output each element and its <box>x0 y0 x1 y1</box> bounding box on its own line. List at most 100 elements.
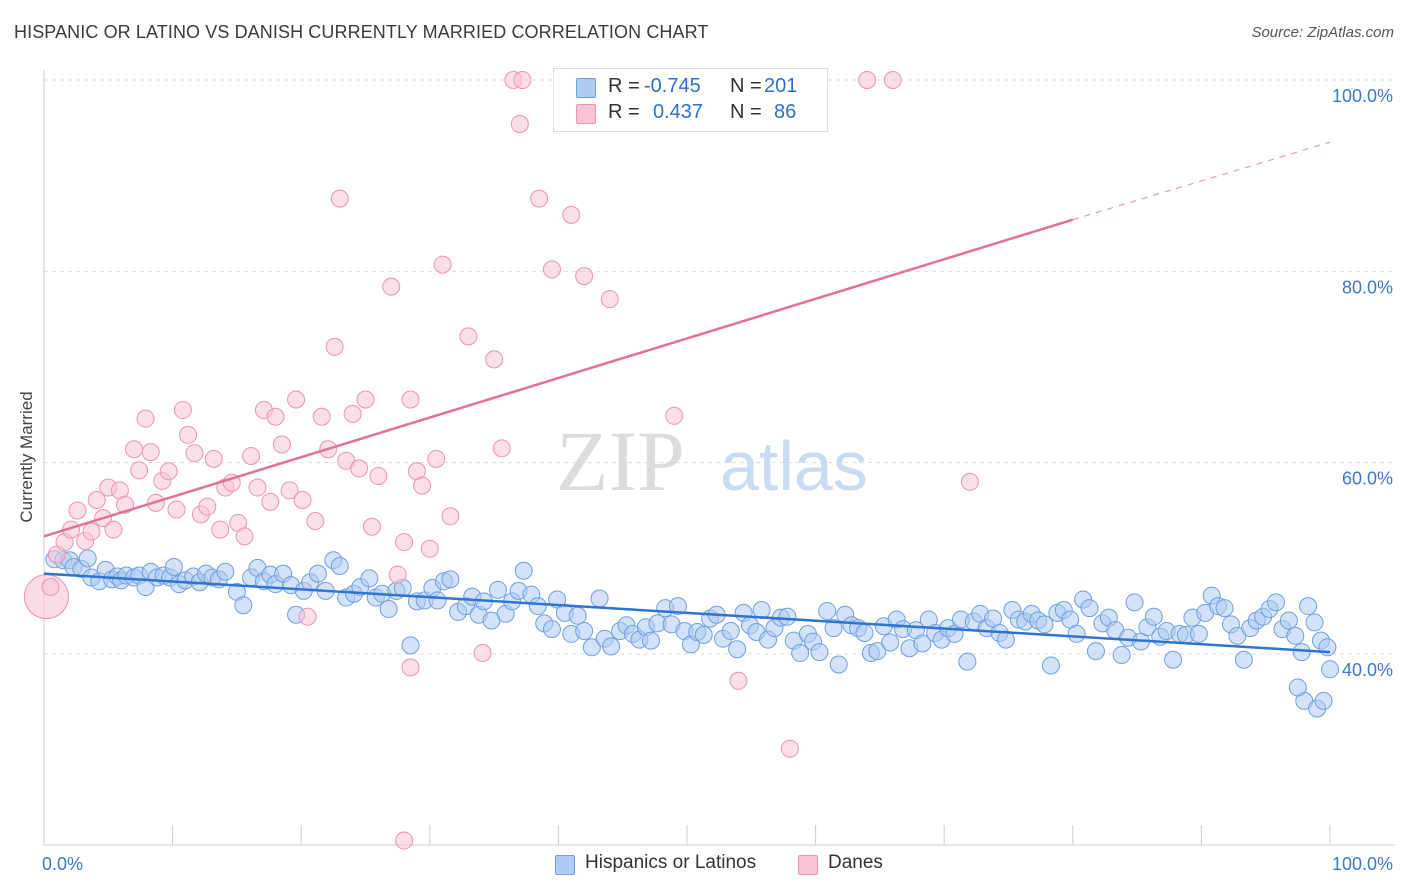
stats-legend: R = -0.745 N = 201 R = 0.437 N = 86 <box>553 68 828 132</box>
data-point-dane <box>780 739 799 758</box>
data-point-dane <box>883 71 902 89</box>
data-point-hispanic <box>1299 597 1318 616</box>
data-point-hispanic <box>694 625 713 644</box>
data-point-hispanic <box>778 607 797 626</box>
data-point-dane <box>413 476 432 495</box>
data-point-hispanic <box>1086 642 1105 661</box>
data-point-hispanic <box>1067 624 1086 643</box>
data-point-hispanic <box>913 634 932 653</box>
data-point-dane <box>858 71 877 89</box>
data-point-hispanic <box>1292 643 1311 662</box>
data-point-dane <box>298 607 317 626</box>
data-point-dane <box>141 443 160 462</box>
data-point-hispanic <box>602 637 621 656</box>
data-point-hispanic <box>1041 656 1060 675</box>
legend-r-value: 0.437 <box>653 101 704 123</box>
data-point-hispanic <box>668 597 687 616</box>
watermark: ZIP atlas <box>556 413 868 509</box>
data-point-dane <box>325 337 344 356</box>
data-point-hispanic <box>401 636 420 655</box>
data-point-hispanic <box>216 562 235 581</box>
y-tick-label: 80.0% <box>1342 277 1393 297</box>
data-point-hispanic <box>360 569 379 588</box>
data-point-dane <box>388 565 407 584</box>
bottom-legend-swatch-blue <box>555 855 575 875</box>
legend-r-label: R = <box>608 101 640 123</box>
data-point-hispanic <box>1279 611 1298 630</box>
legend-swatch-pink <box>576 104 596 124</box>
data-point-hispanic <box>78 549 97 568</box>
data-point-hispanic <box>1318 638 1337 657</box>
data-point-dane <box>82 522 101 541</box>
x-tick-label-max: 100.0% <box>1332 854 1393 874</box>
data-point-dane <box>173 401 192 420</box>
data-point-hispanic <box>855 623 874 642</box>
data-point-hispanic <box>428 591 447 610</box>
data-point-dane <box>530 189 549 208</box>
data-point-hispanic <box>1080 599 1099 618</box>
data-point-hispanic <box>791 644 810 663</box>
legend-r-value: -0.745 <box>644 75 701 97</box>
bottom-legend-label: Hispanics or Latinos <box>585 852 757 873</box>
data-point-dane <box>287 390 306 409</box>
data-point-dane <box>369 467 388 486</box>
data-point-hispanic <box>868 642 887 661</box>
legend-n-value: 201 <box>764 75 798 97</box>
data-point-dane <box>562 205 581 224</box>
data-point-hispanic <box>1266 593 1285 612</box>
data-point-hispanic <box>575 622 594 641</box>
data-point-hispanic <box>1144 607 1163 626</box>
data-point-hispanic <box>1189 624 1208 643</box>
data-point-hispanic <box>881 633 900 652</box>
data-point-hispanic <box>1164 650 1183 669</box>
series-hispanics-points <box>45 549 1339 718</box>
bottom-legend-danes: Danes <box>798 852 883 875</box>
y-tick-label: 60.0% <box>1342 469 1393 489</box>
data-point-hispanic <box>1234 650 1253 669</box>
data-point-hispanic <box>164 557 183 576</box>
legend-n-label: N = <box>730 75 762 97</box>
data-point-dane <box>211 520 230 539</box>
data-point-dane <box>204 449 223 468</box>
data-point-dane <box>401 658 420 677</box>
data-point-dane <box>382 277 401 296</box>
data-point-hispanic <box>1305 613 1324 632</box>
data-point-dane <box>441 507 460 526</box>
data-point-dane <box>600 290 619 309</box>
data-point-hispanic <box>582 638 601 657</box>
data-point-hispanic <box>728 640 747 659</box>
data-point-dane <box>330 189 349 208</box>
source-credit: Source: ZipAtlas.com <box>1251 24 1394 41</box>
y-tick-label: 100.0% <box>1332 86 1393 106</box>
data-point-dane <box>729 671 748 690</box>
data-point-hispanic <box>721 622 740 641</box>
trend-line-hispanics <box>43 572 1331 654</box>
watermark-zip: ZIP <box>556 413 685 509</box>
data-point-dane <box>459 327 478 346</box>
data-point-hispanic <box>514 561 533 580</box>
data-point-hispanic <box>542 620 561 639</box>
data-point-dane <box>312 407 331 426</box>
bottom-legend-hispanics: Hispanics or Latinos <box>555 852 757 875</box>
data-point-dane <box>510 115 529 134</box>
data-point-dane <box>293 490 312 509</box>
data-point-hispanic <box>1215 599 1234 618</box>
bottom-legend-label: Danes <box>828 852 883 873</box>
data-point-hispanic <box>528 597 547 616</box>
data-point-hispanic <box>441 570 460 589</box>
gridlines <box>44 79 1395 655</box>
data-point-dane <box>665 406 684 425</box>
data-point-dane <box>266 407 285 426</box>
data-point-hispanic <box>641 631 660 650</box>
data-point-dane <box>235 527 254 546</box>
data-point-dane <box>343 404 362 423</box>
data-point-hispanic <box>958 652 977 671</box>
data-point-dane <box>575 267 594 286</box>
data-point-hispanic <box>1288 678 1307 697</box>
trend-line-danes-extension <box>1072 141 1331 221</box>
data-point-dane <box>401 390 420 409</box>
y-tick-label: 40.0% <box>1342 660 1393 680</box>
chart-title: HISPANIC OR LATINO VS DANISH CURRENTLY M… <box>14 22 709 42</box>
data-point-dane <box>248 478 267 497</box>
